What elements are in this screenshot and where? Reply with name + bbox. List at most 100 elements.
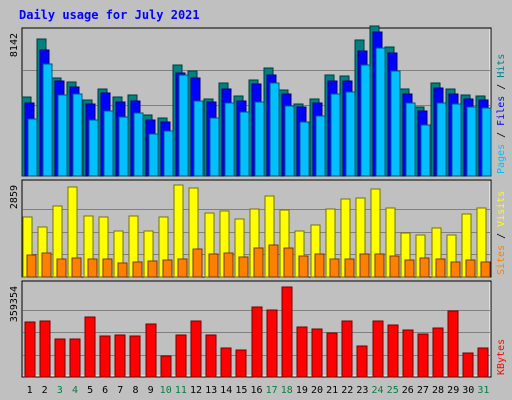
day-label-19: 19 xyxy=(296,385,308,396)
day-label-28: 28 xyxy=(432,385,444,396)
bar-kbytes-day-24 xyxy=(372,320,384,378)
bar-kbytes-day-9 xyxy=(145,323,157,378)
bar-sites-day-5 xyxy=(87,258,98,278)
bar-pages-day-23 xyxy=(360,64,371,177)
day-label-23: 23 xyxy=(356,385,368,396)
bar-sites-day-24 xyxy=(374,253,385,278)
bar-pages-day-26 xyxy=(405,102,416,177)
panel-middle-max-label: 2859 xyxy=(9,185,20,209)
day-label-21: 21 xyxy=(326,385,338,396)
day-label-15: 15 xyxy=(235,385,247,396)
bar-pages-day-15 xyxy=(239,111,250,177)
bar-pages-day-28 xyxy=(436,102,447,177)
day-label-27: 27 xyxy=(417,385,429,396)
bar-kbytes-day-19 xyxy=(296,326,308,378)
bar-sites-day-7 xyxy=(117,262,128,278)
day-label-24: 24 xyxy=(371,385,383,396)
bar-pages-day-11 xyxy=(178,74,189,177)
bar-kbytes-day-4 xyxy=(69,338,81,378)
bar-pages-day-13 xyxy=(209,117,220,177)
bar-sites-day-6 xyxy=(102,258,113,278)
bar-sites-day-3 xyxy=(56,258,67,278)
day-label-22: 22 xyxy=(341,385,353,396)
bar-kbytes-day-25 xyxy=(387,324,399,378)
bar-sites-day-26 xyxy=(404,259,415,278)
panel-bottom-max-label: 359354 xyxy=(9,286,20,322)
bar-pages-day-30 xyxy=(466,106,477,177)
bar-pages-day-17 xyxy=(269,82,280,177)
bar-kbytes-day-12 xyxy=(190,320,202,378)
day-label-7: 7 xyxy=(117,385,123,396)
bar-pages-day-27 xyxy=(420,124,431,177)
bar-sites-day-21 xyxy=(329,258,340,278)
bar-sites-day-15 xyxy=(238,256,249,278)
day-label-3: 3 xyxy=(57,385,63,396)
bar-kbytes-day-26 xyxy=(402,329,414,378)
panel-top: 8142 Pages / Files / Hits xyxy=(9,25,507,177)
bar-pages-day-7 xyxy=(118,116,129,177)
legend-part: / xyxy=(496,227,507,245)
bar-sites-day-25 xyxy=(389,255,400,278)
bar-sites-day-31 xyxy=(480,261,491,278)
bar-sites-day-19 xyxy=(298,255,309,278)
panel-middle-legend: Sites / Visits xyxy=(496,191,507,275)
bar-kbytes-day-8 xyxy=(129,335,141,378)
bar-kbytes-day-31 xyxy=(477,347,489,378)
bar-kbytes-day-11 xyxy=(175,334,187,378)
day-label-18: 18 xyxy=(281,385,293,396)
bar-sites-day-12 xyxy=(192,248,203,278)
panel-middle: 2859 Sites / Visits xyxy=(9,179,507,278)
legend-part: Visits xyxy=(496,191,507,227)
bar-pages-day-16 xyxy=(254,101,265,177)
day-labels: 1 2 3 4 5 6 7 8 9 10 11 12 13 14 15 16 17 18 19 20 21 22 23 24 2… xyxy=(27,385,490,396)
bar-sites-day-8 xyxy=(132,261,143,278)
bar-pages-day-9 xyxy=(148,133,159,177)
bar-sites-day-11 xyxy=(177,258,188,278)
bar-sites-day-13 xyxy=(208,253,219,278)
bar-sites-day-22 xyxy=(344,258,355,278)
bar-kbytes-day-23 xyxy=(356,345,368,378)
bar-pages-day-10 xyxy=(163,130,174,177)
bar-pages-day-3 xyxy=(57,94,68,177)
bar-pages-day-8 xyxy=(133,112,144,177)
legend-part: Hits xyxy=(496,54,507,78)
bar-pages-day-2 xyxy=(42,63,53,177)
bar-pages-day-1 xyxy=(27,118,38,177)
bar-sites-day-17 xyxy=(268,244,279,278)
bar-sites-day-14 xyxy=(223,252,234,278)
bar-kbytes-day-14 xyxy=(220,347,232,378)
day-label-13: 13 xyxy=(205,385,217,396)
bar-kbytes-day-28 xyxy=(432,327,444,378)
bar-sites-day-2 xyxy=(41,252,52,278)
bar-sites-day-20 xyxy=(314,253,325,278)
bar-pages-day-25 xyxy=(390,70,401,177)
bar-sites-day-16 xyxy=(253,247,264,278)
bar-pages-day-29 xyxy=(451,103,462,177)
bar-kbytes-day-13 xyxy=(205,334,217,378)
legend-part: Files xyxy=(496,96,507,126)
legend-part: / xyxy=(496,78,507,96)
day-label-25: 25 xyxy=(387,385,399,396)
bar-kbytes-day-1 xyxy=(24,321,36,378)
bar-kbytes-day-21 xyxy=(326,332,338,378)
bar-kbytes-day-27 xyxy=(417,333,429,378)
bar-kbytes-day-16 xyxy=(251,306,263,378)
bar-kbytes-day-5 xyxy=(84,316,96,378)
bar-kbytes-day-30 xyxy=(462,352,474,378)
panels: 8142 Pages / Files / Hits 2859 Sites / Visi… xyxy=(9,25,507,378)
bar-pages-day-20 xyxy=(315,115,326,177)
panel-bottom-legend: KBytes xyxy=(496,339,507,375)
bar-pages-day-18 xyxy=(284,105,295,177)
bar-sites-day-30 xyxy=(465,259,476,278)
bar-sites-day-27 xyxy=(419,257,430,278)
bar-kbytes-day-18 xyxy=(281,286,293,378)
bar-pages-day-14 xyxy=(224,102,235,177)
bar-kbytes-day-6 xyxy=(99,335,111,378)
day-label-2: 2 xyxy=(42,385,48,396)
bar-kbytes-day-10 xyxy=(160,355,172,378)
legend-part: Sites xyxy=(496,245,507,275)
day-label-14: 14 xyxy=(220,385,232,396)
panel-bottom: 359354 KBytes xyxy=(9,280,507,378)
panel-top-legend: Pages / Files / Hits xyxy=(496,54,507,174)
